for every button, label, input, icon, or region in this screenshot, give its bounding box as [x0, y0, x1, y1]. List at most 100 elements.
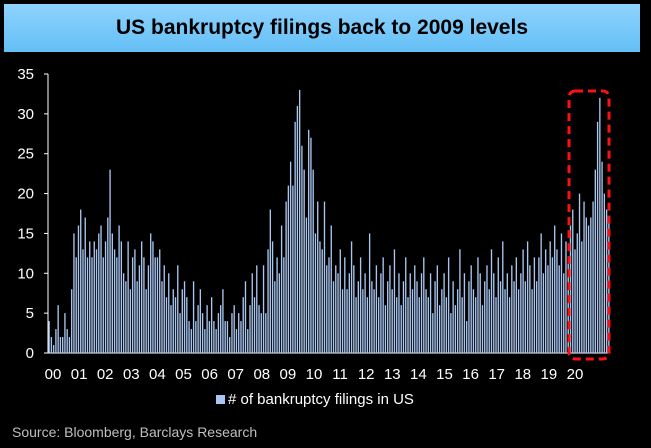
data-bar [152, 241, 154, 353]
data-bar [285, 201, 287, 353]
data-bar [587, 225, 590, 353]
data-bar [554, 225, 556, 353]
data-bar [499, 281, 502, 353]
data-bar [298, 89, 301, 353]
data-bar [64, 313, 66, 353]
data-bar [260, 313, 262, 353]
data-bar [278, 273, 281, 353]
data-bar [540, 233, 542, 353]
data-bar [484, 281, 486, 353]
x-tick-label: 17 [488, 366, 505, 383]
data-bar [493, 273, 495, 353]
data-bar [147, 265, 150, 353]
data-bar [48, 321, 50, 353]
data-bar [271, 241, 274, 353]
data-bar [238, 313, 240, 353]
y-tick-label: 0 [26, 345, 34, 362]
x-tick-label: 13 [384, 366, 401, 383]
data-bar [364, 273, 366, 353]
data-bar [461, 297, 463, 353]
data-bar [429, 273, 432, 353]
data-bar [303, 169, 305, 353]
data-bar [463, 273, 466, 353]
data-bar [224, 321, 226, 353]
data-bar [253, 297, 256, 353]
data-bar [427, 297, 429, 353]
data-bar [208, 321, 211, 353]
data-bar [222, 289, 224, 353]
data-bar [414, 265, 416, 353]
data-bar [98, 233, 100, 353]
x-tick-label: 01 [71, 366, 88, 383]
data-bar [337, 273, 339, 353]
y-tick-label: 30 [17, 106, 34, 123]
data-bar [109, 169, 111, 353]
data-bar [551, 257, 554, 353]
data-bar [107, 217, 109, 353]
data-bar [380, 273, 382, 353]
data-bar [490, 249, 493, 353]
data-bar [567, 257, 569, 353]
data-bar [425, 289, 427, 353]
data-bar [603, 193, 606, 353]
data-bar [217, 313, 220, 353]
data-bar [301, 145, 303, 353]
data-bar [339, 249, 341, 353]
data-bar [71, 289, 73, 353]
data-bar [276, 257, 278, 353]
data-bar [186, 297, 188, 353]
data-bar [488, 289, 490, 353]
data-bar [384, 305, 387, 353]
data-bar [445, 297, 448, 353]
x-tick-label: 12 [358, 366, 375, 383]
data-bar [57, 305, 59, 353]
data-bar [596, 121, 599, 353]
x-tick-label: 08 [253, 366, 270, 383]
data-bar [563, 273, 565, 353]
data-bar [359, 257, 362, 353]
data-bar [204, 329, 206, 353]
data-bar [443, 273, 445, 353]
data-bar [215, 329, 217, 353]
data-bar [163, 265, 165, 353]
data-bar [197, 305, 199, 353]
data-bar [328, 257, 330, 353]
x-tick-label: 15 [436, 366, 453, 383]
data-bar [605, 209, 608, 353]
data-bar [159, 249, 161, 353]
data-bar [134, 249, 136, 353]
data-bar [418, 297, 420, 353]
data-bar [192, 281, 195, 353]
data-bar [165, 297, 168, 353]
data-bar [472, 289, 475, 353]
data-bar [195, 321, 197, 353]
data-bar [387, 281, 389, 353]
x-tick-label: 05 [175, 366, 192, 383]
data-bar [305, 217, 308, 353]
data-bar [375, 265, 378, 353]
data-bar [265, 313, 267, 353]
data-bar [341, 289, 344, 353]
data-bar [506, 273, 508, 353]
data-bar [68, 337, 71, 353]
title-banner: US bankruptcy filings back to 2009 level… [4, 4, 640, 52]
data-bar [495, 297, 497, 353]
legend-label: # of bankruptcy filings in US [228, 391, 414, 408]
data-bar [560, 233, 563, 353]
x-tick-label: 11 [332, 366, 348, 383]
x-tick-label: 07 [227, 366, 244, 383]
data-bar [296, 105, 299, 353]
data-bar [357, 281, 360, 353]
data-bar [326, 265, 328, 353]
data-bar [574, 249, 576, 353]
data-bar [362, 289, 364, 353]
data-bar [447, 257, 450, 353]
data-bar [283, 257, 285, 353]
data-bar [522, 249, 524, 353]
data-bar [138, 265, 141, 353]
data-bar [116, 257, 118, 353]
x-tick-label: 18 [514, 366, 531, 383]
data-bar [585, 217, 587, 353]
x-tick-label: 02 [97, 366, 114, 383]
data-bar [382, 257, 384, 353]
